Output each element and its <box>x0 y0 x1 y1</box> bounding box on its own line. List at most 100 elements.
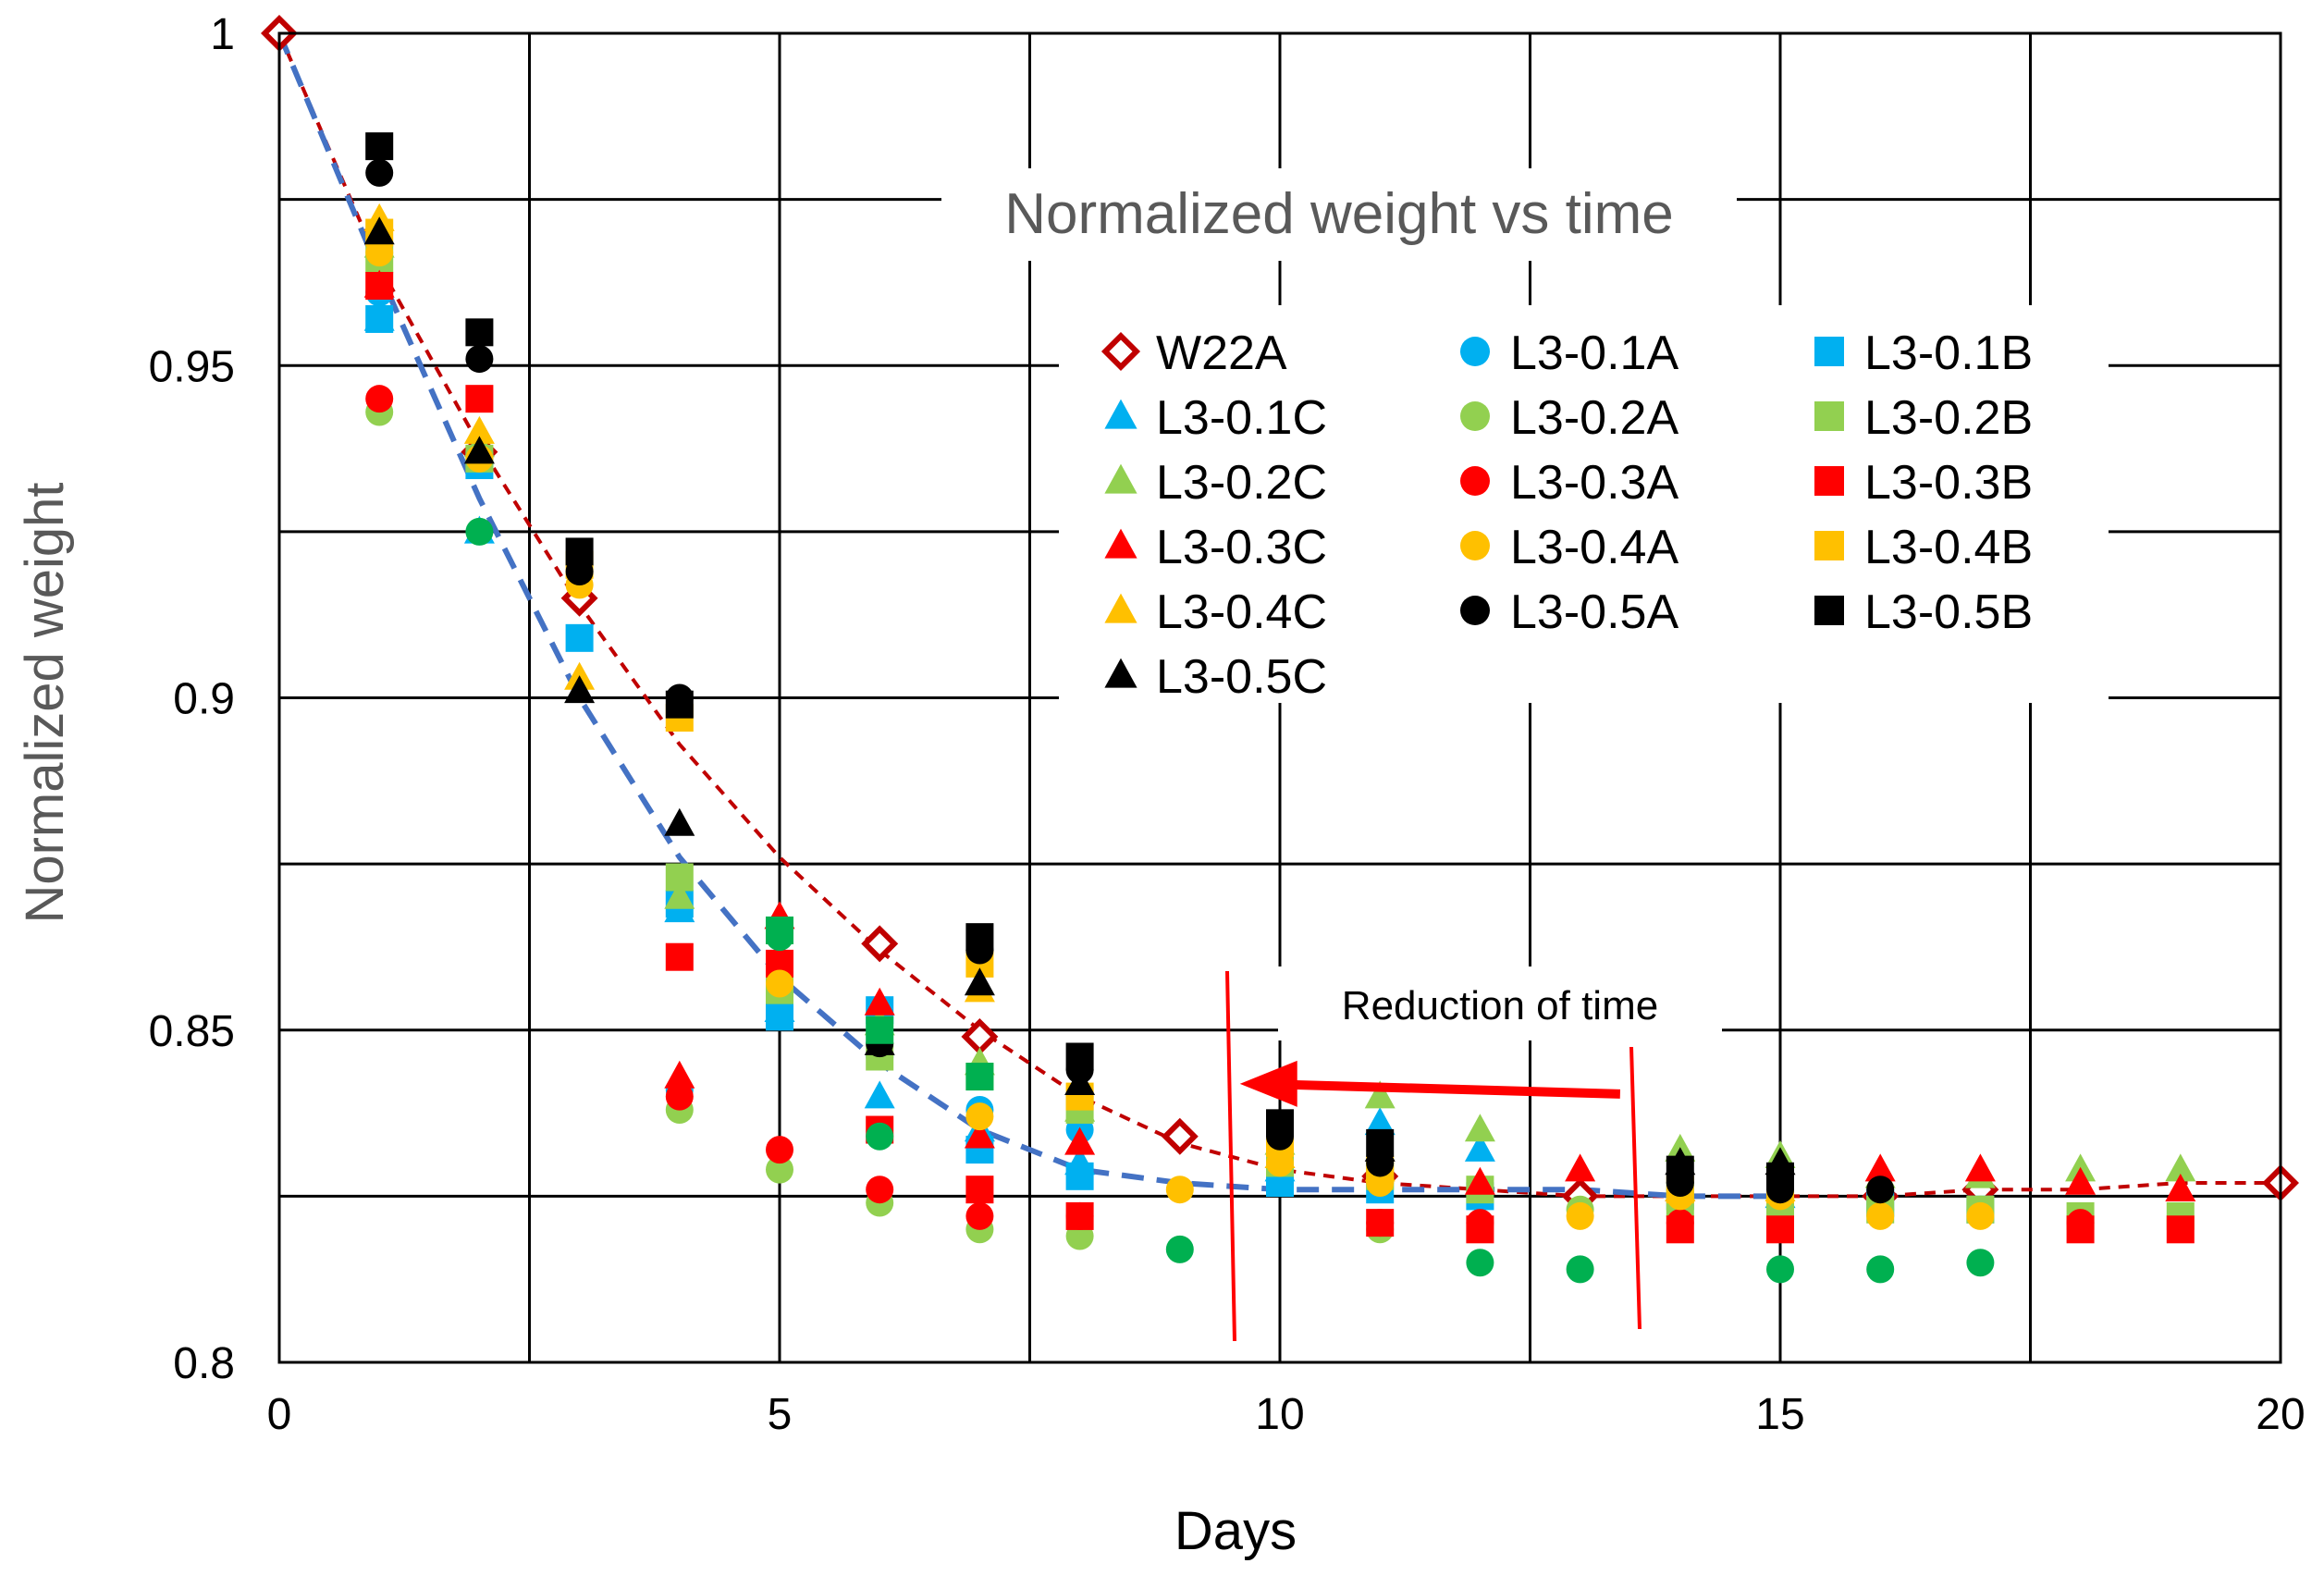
legend-marker <box>1104 658 1137 688</box>
data-point <box>766 969 793 998</box>
legend-label: L3-0.1B <box>1864 326 2033 380</box>
data-point <box>965 1201 994 1230</box>
data-point <box>1866 1255 1895 1284</box>
data-point <box>965 1102 994 1131</box>
data-point <box>1064 1126 1096 1155</box>
legend-item: L3-0.5A <box>1460 585 1678 639</box>
data-point <box>465 517 494 546</box>
series-unlabeled <box>766 916 994 1091</box>
legend-label: L3-0.2C <box>1156 456 1327 510</box>
data-point <box>1064 1147 1096 1176</box>
data-point <box>463 415 495 444</box>
plot-border <box>277 31 2282 1364</box>
annotation-line-left <box>1225 970 1236 1342</box>
data-point <box>964 967 995 996</box>
data-point <box>1766 1215 1794 1244</box>
x-tick-label: 10 <box>1255 1390 1304 1439</box>
data-point <box>363 269 395 298</box>
data-point <box>1464 1133 1495 1162</box>
data-point <box>1065 1042 1094 1071</box>
legend-item: L3-0.4C <box>1104 585 1327 639</box>
data-point <box>1665 1147 1696 1176</box>
legend-item: L3-0.1A <box>1460 326 1678 380</box>
legend-marker <box>1104 593 1137 623</box>
data-point <box>1566 1255 1594 1284</box>
data-point <box>363 302 395 331</box>
data-point <box>1766 1255 1794 1284</box>
data-point <box>1466 1215 1494 1244</box>
legend-item: L3-0.1B <box>1814 326 2033 380</box>
data-point <box>766 1155 793 1184</box>
legend-label: L3-0.1A <box>1510 326 1678 380</box>
legend-marker <box>1814 531 1844 560</box>
legend-item: L3-0.1C <box>1104 391 1327 445</box>
legend-label: L3-0.5C <box>1156 650 1327 704</box>
legend-item: L3-0.5C <box>1104 650 1327 704</box>
legend-marker <box>1101 331 1141 372</box>
x-tick-label: 15 <box>1755 1390 1804 1439</box>
legend-item: L3-0.2C <box>1104 456 1327 510</box>
data-point <box>365 385 394 413</box>
legend-item: L3-0.3A <box>1460 456 1678 510</box>
reduction-annotation: Reduction of time <box>1225 966 1722 1342</box>
data-point <box>1464 1166 1495 1195</box>
annotation-label: Reduction of time <box>1342 983 1658 1028</box>
plot-frame <box>277 31 2282 1364</box>
legend-label: L3-0.3B <box>1864 456 2033 510</box>
data-point <box>1366 1209 1395 1237</box>
data-point <box>866 1176 894 1204</box>
legend-label: L3-0.4B <box>1864 521 2033 574</box>
legend-item: L3-0.3C <box>1104 521 1327 574</box>
annotation-line-right <box>1629 1046 1642 1330</box>
data-point <box>965 1063 994 1091</box>
legend-label: L3-0.3A <box>1510 456 1678 510</box>
data-point <box>365 158 394 187</box>
data-point <box>2165 1153 2196 1182</box>
data-point <box>463 436 495 464</box>
legend-label: L3-0.5B <box>1864 585 2033 639</box>
x-tick-labels: 0 5 10 15 20 <box>267 1390 2306 1439</box>
legend-marker <box>1814 466 1844 496</box>
data-point <box>864 987 895 1016</box>
data-point <box>1161 1117 1199 1155</box>
data-point <box>965 1176 994 1204</box>
trend-line <box>277 31 1780 1200</box>
legend-marker <box>1104 528 1137 559</box>
data-point <box>465 318 494 347</box>
data-point <box>1364 1080 1396 1109</box>
legend-item: W22A <box>1101 326 1287 380</box>
y-axis-title: Normalized weight <box>15 482 75 923</box>
annotation-label-background <box>1278 966 1722 1040</box>
y-tick-label: 0.8 <box>173 1339 235 1388</box>
y-tick-label: 1 <box>210 10 235 59</box>
legend-item: L3-0.5B <box>1814 585 2033 639</box>
legend-label: L3-0.4A <box>1510 521 1678 574</box>
annotation-arrow-shaft <box>1290 1079 1621 1099</box>
data-point <box>1566 1201 1594 1230</box>
legend-label: L3-0.2A <box>1510 391 1678 445</box>
data-point <box>1266 1109 1294 1138</box>
legend: W22A L3-0.1A L3-0.1B L3-0.1C L3-0.2A L3-0.2B L… <box>1059 305 2109 704</box>
legend-label: L3-0.5A <box>1510 585 1678 639</box>
data-point <box>1165 1176 1194 1204</box>
legend-background <box>1059 305 2109 703</box>
data-point <box>764 993 795 1022</box>
data-point <box>1864 1153 1896 1182</box>
data-point <box>665 1082 694 1111</box>
x-tick-label: 5 <box>768 1390 793 1439</box>
chart-title: Normalized weight vs time <box>1004 182 1674 246</box>
legend-label: L3-0.4C <box>1156 585 1327 639</box>
x-tick-label: 20 <box>2256 1390 2305 1439</box>
data-point <box>2066 1215 2095 1244</box>
trend-line <box>277 32 2281 1199</box>
data-point <box>1866 1176 1895 1204</box>
data-point <box>1964 1153 1996 1182</box>
legend-item: L3-0.2A <box>1460 391 1678 445</box>
data-point <box>964 1120 995 1149</box>
trend-lines <box>277 31 2281 1200</box>
data-point <box>1364 1133 1396 1162</box>
data-point <box>1466 1249 1494 1277</box>
legend-item: L3-0.4B <box>1814 521 2033 574</box>
data-point <box>465 345 494 374</box>
